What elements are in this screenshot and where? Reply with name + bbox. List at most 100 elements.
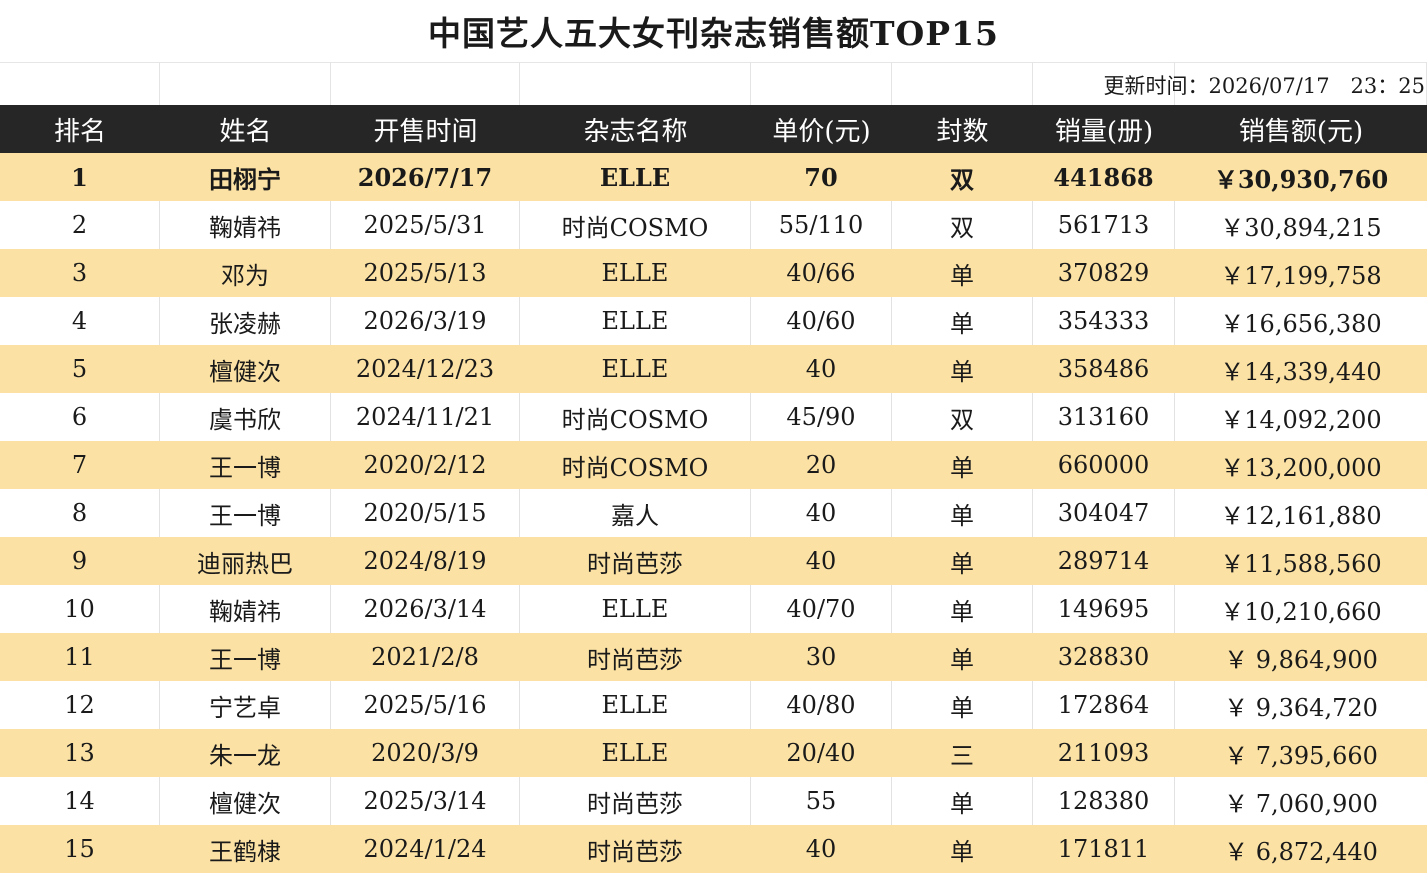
cell-rank: 5 [0, 345, 160, 393]
cell-revenue: ￥14,339,440 [1220, 357, 1382, 386]
cell-rank: 15 [0, 825, 160, 873]
cell-revenue: ￥ 7,060,900 [1224, 789, 1378, 818]
cell-volume: 171811 [1033, 825, 1175, 873]
cell-covers: 三 [892, 729, 1033, 777]
cell-revenue: ￥ 7,395,660 [1224, 741, 1378, 770]
cell-covers: 单 [892, 825, 1033, 873]
cell-magazine: 时尚COSMO [520, 393, 751, 441]
table-row: 9 迪丽热巴 2024/8/19 时尚芭莎 40 单 289714 ￥11,588,560 [0, 537, 1427, 585]
cell-covers: 单 [892, 681, 1033, 729]
table-row: 1 田栩宁 2026/7/17 ELLE 70 双 441868 ￥30,930,760 [0, 153, 1427, 201]
cell-rank: 11 [0, 633, 160, 681]
cell-magazine: 时尚COSMO [520, 201, 751, 249]
cell-covers: 单 [892, 537, 1033, 585]
cell-price: 40 [751, 537, 892, 585]
cell-release-date: 2020/2/12 [331, 441, 520, 489]
cell-release-date: 2024/12/23 [331, 345, 520, 393]
cell-name: 宁艺卓 [160, 681, 331, 729]
cell-name: 虞书欣 [160, 393, 331, 441]
cell-price: 40 [751, 345, 892, 393]
cell-covers: 单 [892, 585, 1033, 633]
table-row: 10 鞠婧祎 2026/3/14 ELLE 40/70 单 149695 ￥10,210,66… [0, 585, 1427, 633]
table-row: 12 宁艺卓 2025/5/16 ELLE 40/80 单 172864 ￥ 9,364,72… [0, 681, 1427, 729]
header-release-date: 开售时间 [373, 116, 478, 147]
cell-covers: 单 [892, 777, 1033, 825]
cell-release-date: 2024/11/21 [331, 393, 520, 441]
cell-revenue: ￥30,894,215 [1220, 213, 1382, 242]
cell-magazine: 时尚COSMO [520, 441, 751, 489]
cell-revenue: ￥11,588,560 [1220, 549, 1382, 578]
table-row: 11 王一博 2021/2/8 时尚芭莎 30 单 328830 ￥ 9,864,900 [0, 633, 1427, 681]
cell-magazine: ELLE [520, 729, 751, 777]
cell-release-date: 2026/3/14 [331, 585, 520, 633]
cell-volume: 289714 [1033, 537, 1175, 585]
cell-release-date: 2024/1/24 [331, 825, 520, 873]
cell-price: 40/66 [751, 249, 892, 297]
cell-rank: 4 [0, 297, 160, 345]
cell-volume: 172864 [1033, 681, 1175, 729]
cell-name: 鞠婧祎 [160, 201, 331, 249]
cell-release-date: 2025/5/31 [331, 201, 520, 249]
cell-release-date: 2025/5/16 [331, 681, 520, 729]
header-volume: 销量(册) [1054, 116, 1154, 147]
cell-name: 田栩宁 [160, 153, 331, 201]
cell-release-date: 2024/8/19 [331, 537, 520, 585]
cell-price: 30 [751, 633, 892, 681]
header-magazine: 杂志名称 [583, 116, 688, 147]
cell-covers: 单 [892, 441, 1033, 489]
table-row: 4 张凌赫 2026/3/19 ELLE 40/60 单 354333 ￥16,656,380 [0, 297, 1427, 345]
cell-name: 王一博 [160, 441, 331, 489]
cell-volume: 313160 [1033, 393, 1175, 441]
cell-revenue: ￥13,200,000 [1220, 453, 1382, 482]
cell-price: 55 [751, 777, 892, 825]
cell-rank: 6 [0, 393, 160, 441]
cell-revenue: ￥14,092,200 [1220, 405, 1382, 434]
cell-magazine: 时尚芭莎 [520, 537, 751, 585]
cell-rank: 13 [0, 729, 160, 777]
cell-rank: 14 [0, 777, 160, 825]
cell-rank: 1 [0, 153, 160, 201]
cell-release-date: 2025/3/14 [331, 777, 520, 825]
page-title: 中国艺人五大女刊杂志销售额TOP15 [0, 0, 1427, 63]
cell-price: 40/60 [751, 297, 892, 345]
cell-revenue: ￥30,930,760 [1213, 164, 1389, 194]
table-row: 3 邓为 2025/5/13 ELLE 40/66 单 370829 ￥17,199,758 [0, 249, 1427, 297]
cell-magazine: 时尚芭莎 [520, 633, 751, 681]
cell-price: 70 [751, 153, 892, 201]
cell-rank: 9 [0, 537, 160, 585]
cell-release-date: 2026/3/19 [331, 297, 520, 345]
cell-volume: 441868 [1033, 153, 1175, 201]
cell-volume: 328830 [1033, 633, 1175, 681]
table-row: 13 朱一龙 2020/3/9 ELLE 20/40 三 211093 ￥ 7,395,660 [0, 729, 1427, 777]
table-row: 15 王鹤棣 2024/1/24 时尚芭莎 40 单 171811 ￥ 6,872,440 [0, 825, 1427, 873]
cell-name: 檀健次 [160, 345, 331, 393]
cell-rank: 12 [0, 681, 160, 729]
table-row: 5 檀健次 2024/12/23 ELLE 40 单 358486 ￥14,339,440 [0, 345, 1427, 393]
table-row: 6 虞书欣 2024/11/21 时尚COSMO 45/90 双 313160 ￥14,092… [0, 393, 1427, 441]
cell-volume: 149695 [1033, 585, 1175, 633]
cell-covers: 单 [892, 633, 1033, 681]
cell-release-date: 2020/3/9 [331, 729, 520, 777]
cell-volume: 370829 [1033, 249, 1175, 297]
cell-volume: 354333 [1033, 297, 1175, 345]
cell-magazine: ELLE [520, 249, 751, 297]
cell-covers: 单 [892, 489, 1033, 537]
cell-name: 王鹤棣 [160, 825, 331, 873]
header-price: 单价(元) [772, 116, 871, 147]
table-header: 排名 姓名 开售时间 杂志名称 单价(元) 封数 销量(册) 销售额(元) [0, 105, 1427, 153]
cell-magazine: 时尚芭莎 [520, 825, 751, 873]
cell-release-date: 2020/5/15 [331, 489, 520, 537]
cell-price: 20 [751, 441, 892, 489]
cell-name: 邓为 [160, 249, 331, 297]
cell-volume: 211093 [1033, 729, 1175, 777]
cell-revenue: ￥10,210,660 [1220, 597, 1382, 626]
cell-magazine: 嘉人 [520, 489, 751, 537]
header-covers: 封数 [936, 116, 989, 147]
cell-name: 鞠婧祎 [160, 585, 331, 633]
cell-name: 王一博 [160, 489, 331, 537]
cell-name: 张凌赫 [160, 297, 331, 345]
cell-covers: 单 [892, 297, 1033, 345]
cell-covers: 双 [892, 201, 1033, 249]
